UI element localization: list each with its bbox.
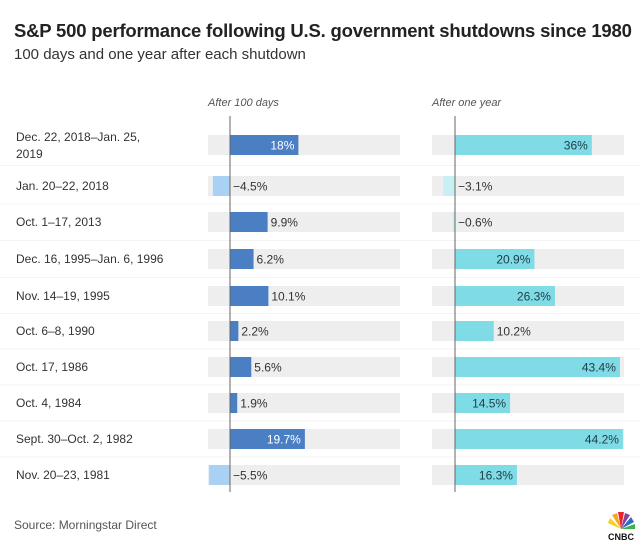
bar: [230, 249, 254, 269]
bar: [455, 135, 592, 155]
bar: [230, 393, 238, 413]
data-label: 19.7%: [267, 433, 301, 447]
category-label: Jan. 20–22, 2018: [16, 179, 109, 193]
bar: [452, 212, 455, 232]
category-label: Nov. 20–23, 1981: [16, 468, 110, 482]
bar: [230, 135, 299, 155]
bar-track: [208, 249, 400, 269]
bar: [443, 176, 455, 196]
category-label: Nov. 14–19, 1995: [16, 289, 110, 303]
data-label: 14.5%: [472, 397, 506, 411]
category-label: Oct. 6–8, 1990: [16, 324, 95, 338]
data-label: 16.3%: [479, 469, 513, 483]
bar-track: [208, 357, 400, 377]
bar: [455, 249, 535, 269]
data-label: 1.9%: [240, 397, 268, 411]
bar-track: [432, 212, 624, 232]
bar: [230, 357, 252, 377]
data-label: 26.3%: [517, 290, 551, 304]
category-label: Sept. 30–Oct. 2, 1982: [16, 432, 133, 446]
bar: [455, 429, 623, 449]
data-label: 10.1%: [271, 290, 305, 304]
data-label: 2.2%: [241, 325, 269, 339]
data-label: 6.2%: [257, 253, 285, 267]
category-label: Oct. 1–17, 2013: [16, 215, 102, 229]
data-label: 18%: [270, 139, 294, 153]
data-label: 9.9%: [271, 216, 299, 230]
bar: [230, 429, 305, 449]
svg-text:CNBC: CNBC: [608, 532, 634, 542]
chart-title: S&P 500 performance following U.S. gover…: [14, 20, 632, 41]
bar: [455, 393, 511, 413]
column-header-one-year: After one year: [432, 97, 502, 109]
data-label: 20.9%: [496, 253, 530, 267]
data-label: 10.2%: [497, 325, 531, 339]
bar: [230, 321, 239, 341]
bar: [209, 465, 230, 485]
bar-track: [208, 465, 400, 485]
bar: [230, 212, 268, 232]
category-label: Dec. 22, 2018–Jan. 25, 2019: [16, 130, 140, 161]
bar: [455, 465, 517, 485]
data-label: −5.5%: [233, 469, 268, 483]
bar: [455, 357, 620, 377]
category-label: Dec. 16, 1995–Jan. 6, 1996: [16, 252, 164, 266]
bar: [212, 176, 230, 196]
data-label: −4.5%: [233, 180, 268, 194]
bar: [455, 321, 494, 341]
data-label: −0.6%: [458, 216, 493, 230]
data-label: 36%: [564, 139, 588, 153]
bar-track: [208, 393, 400, 413]
cnbc-peacock-logo: CNBC: [608, 512, 635, 542]
bar-track: [432, 176, 624, 196]
data-label: 43.4%: [582, 361, 616, 375]
category-label: Oct. 17, 1986: [16, 360, 88, 374]
bar: [455, 286, 555, 306]
bar-track: [208, 321, 400, 341]
source-note: Source: Morningstar Direct: [14, 518, 157, 532]
data-label: −3.1%: [458, 180, 493, 194]
bar-track: [208, 176, 400, 196]
data-label: 44.2%: [585, 433, 619, 447]
bar: [230, 286, 269, 306]
chart-subtitle: 100 days and one year after each shutdow…: [14, 46, 306, 63]
category-label: Oct. 4, 1984: [16, 396, 82, 410]
column-header-100-days: After 100 days: [208, 97, 279, 109]
data-label: 5.6%: [254, 361, 282, 375]
